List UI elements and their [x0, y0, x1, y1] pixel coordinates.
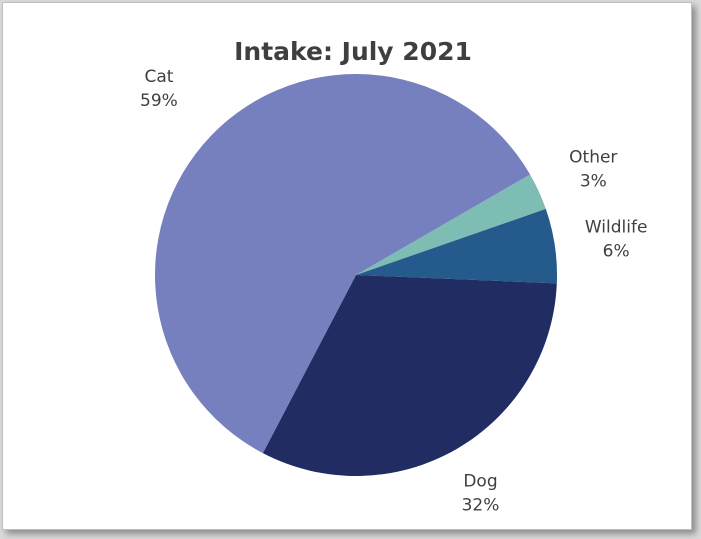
pie-slice-cat	[155, 73, 531, 454]
pie-slice-dog	[262, 275, 557, 476]
slice-percent-wildlife: 6%	[603, 242, 630, 262]
chart-area: Intake: July 2021 Other 3% Wildlife 6% Dog 32…	[2, 2, 692, 530]
pie-slice-other	[356, 174, 546, 275]
pie-slices	[155, 73, 557, 476]
pie-slice-wildlife	[356, 208, 557, 284]
chart-title: Intake: July 2021	[234, 37, 472, 66]
slice-percent-cat: 59%	[140, 91, 178, 111]
slice-label-cat: Cat	[144, 67, 173, 87]
slice-label-dog: Dog	[463, 472, 497, 492]
slice-label-wildlife: Wildlife	[585, 218, 648, 238]
slice-label-other: Other	[569, 147, 617, 167]
slice-percent-other: 3%	[580, 171, 607, 191]
pie-chart: Intake: July 2021 Other 3% Wildlife 6% Dog 32…	[140, 37, 647, 516]
slice-percent-dog: 32%	[462, 496, 500, 516]
slice-labels: Other 3% Wildlife 6% Dog 32% Cat 59%	[140, 67, 647, 516]
